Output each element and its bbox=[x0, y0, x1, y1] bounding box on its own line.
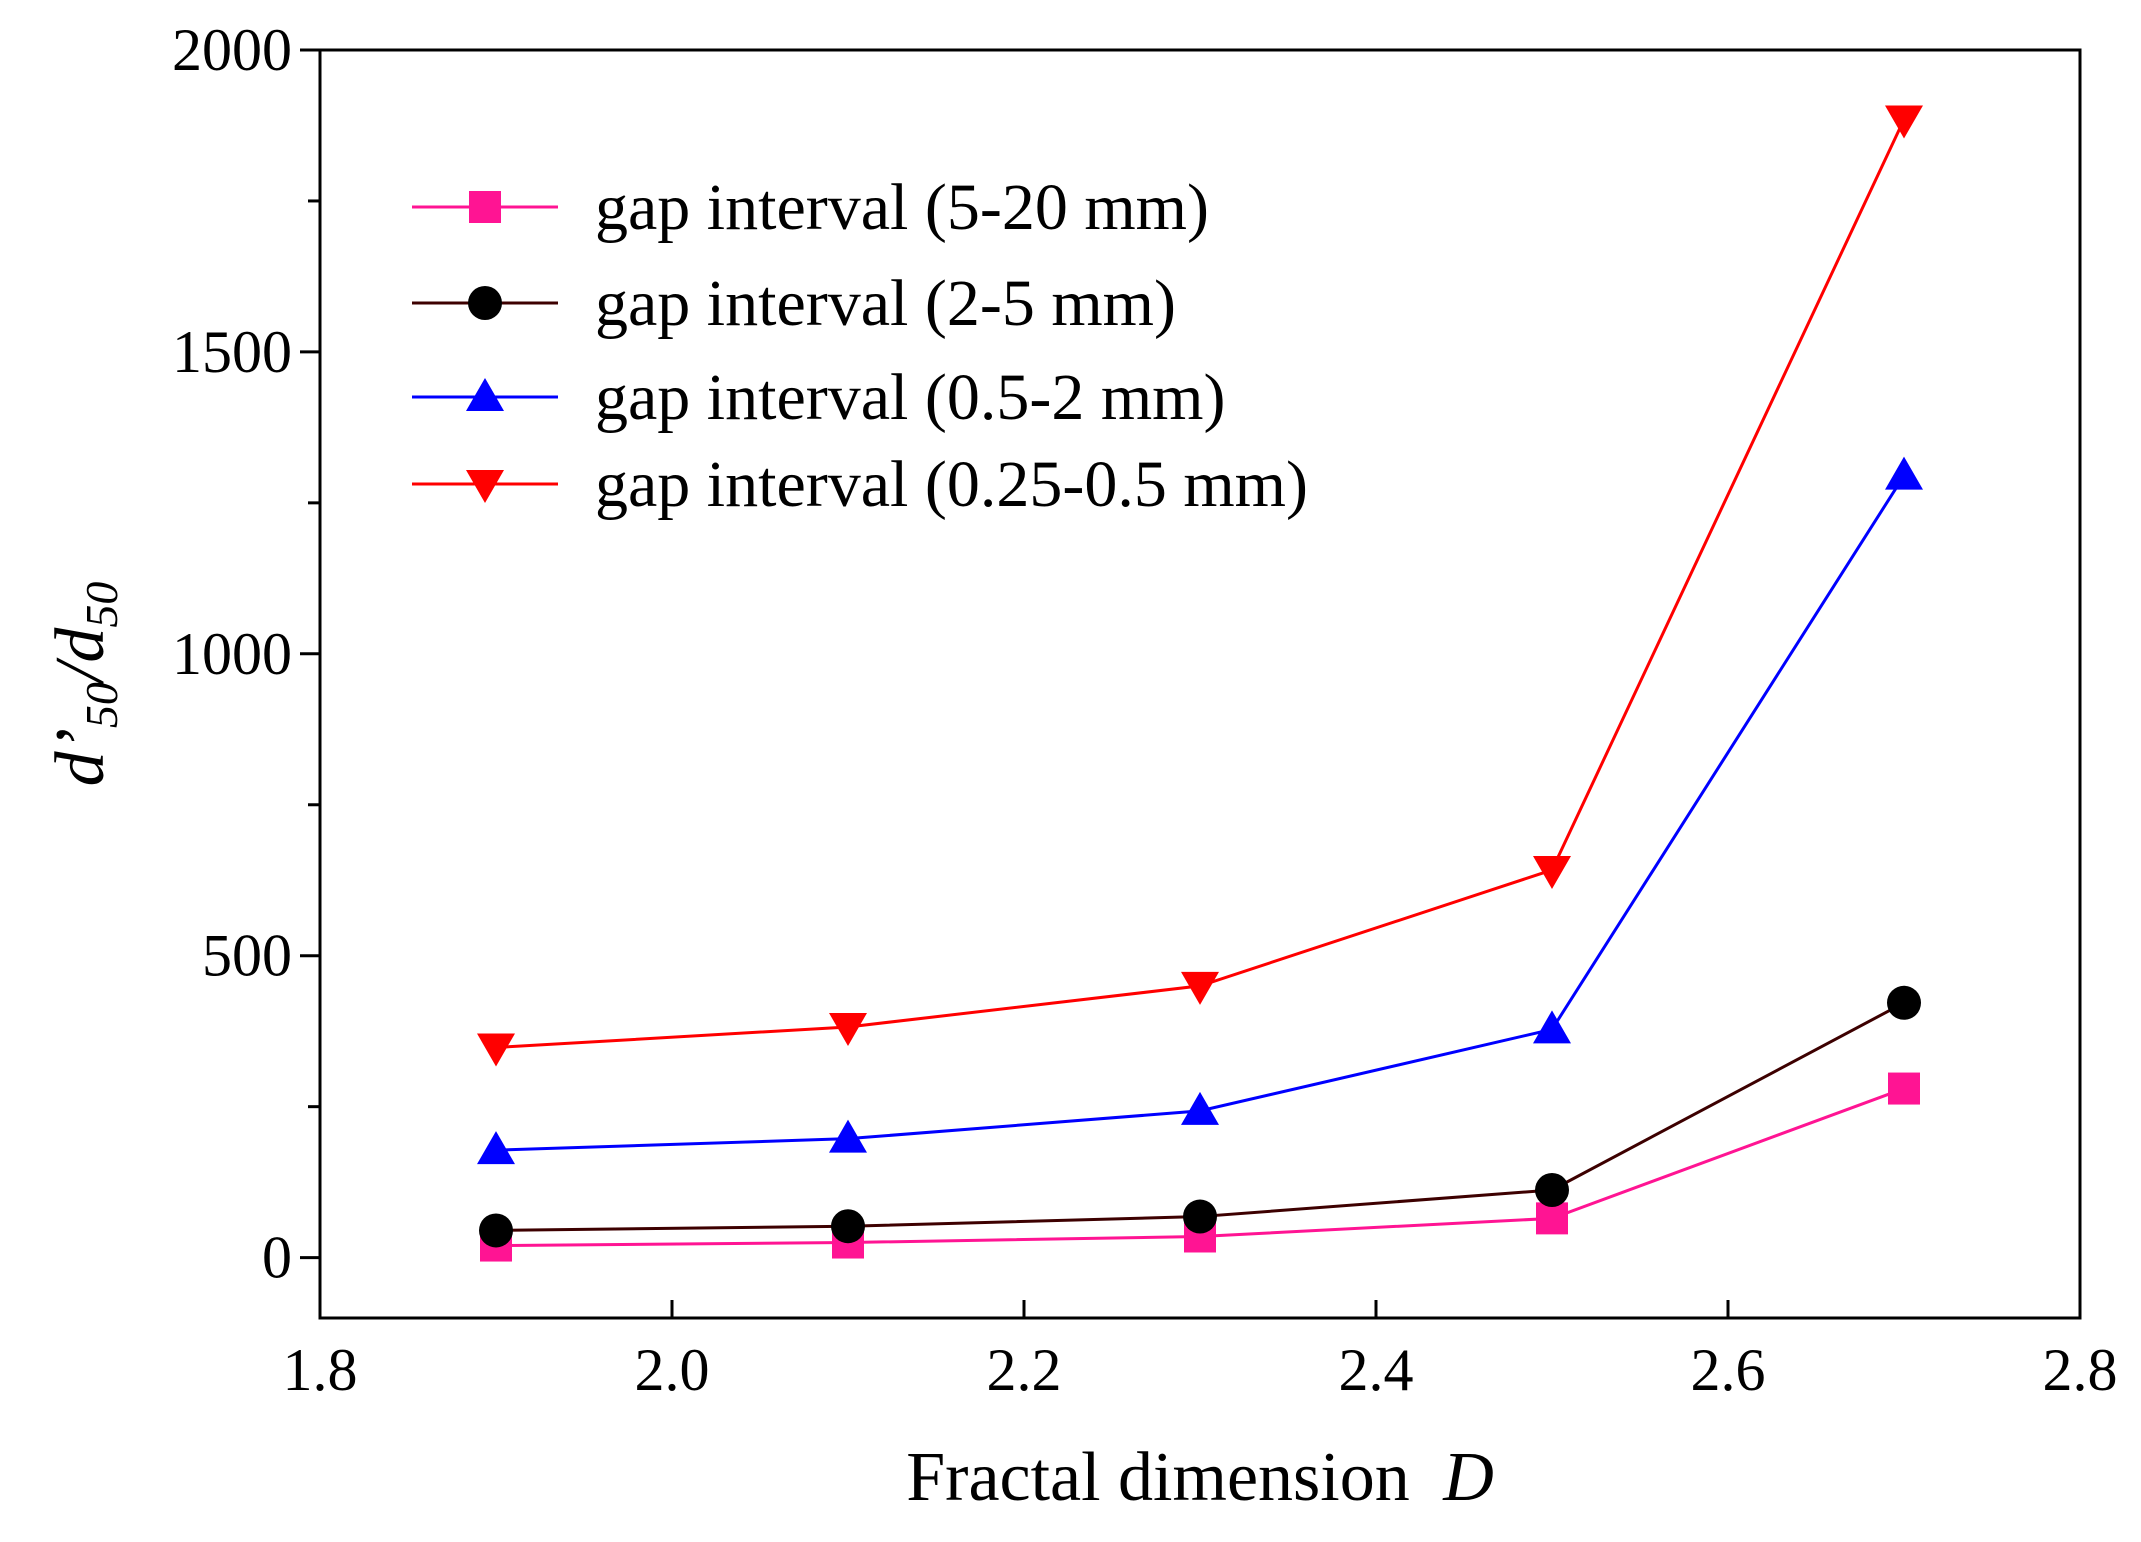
series-4-point-5 bbox=[1885, 105, 1923, 139]
legend-marker bbox=[468, 286, 502, 320]
series-2-point-4 bbox=[1535, 1172, 1569, 1207]
series-3 bbox=[477, 456, 1923, 1165]
series-3-line bbox=[495, 474, 1906, 1152]
series-3-point-1 bbox=[477, 1131, 515, 1165]
legend: gap interval (5-20 mm) gap interval (2-5 … bbox=[412, 171, 1308, 521]
y-axis-title: d’50/d50 bbox=[42, 582, 127, 787]
legend-marker bbox=[466, 470, 504, 503]
legend-label: gap interval (5-20 mm) bbox=[595, 171, 1209, 244]
series-2-point-2 bbox=[831, 1209, 865, 1244]
series-1-point-5 bbox=[1888, 1072, 1920, 1105]
legend-item-1: gap interval (5-20 mm) bbox=[412, 171, 1209, 244]
legend-marker bbox=[466, 378, 504, 411]
x-tick-label-1.8: 1.8 bbox=[283, 1337, 358, 1403]
legend-item-2: gap interval (2-5 mm) bbox=[412, 267, 1176, 340]
series-3-point-3 bbox=[1181, 1091, 1219, 1125]
x-axis-title-text: Fractal dimension bbox=[906, 1439, 1410, 1516]
x-tick-label-2.4: 2.4 bbox=[1339, 1337, 1414, 1403]
series-2 bbox=[479, 985, 1921, 1248]
series-2-point-1 bbox=[479, 1213, 513, 1248]
legend-label: gap interval (0.25-0.5 mm) bbox=[595, 448, 1308, 521]
x-tick-label-2.6: 2.6 bbox=[1691, 1337, 1766, 1403]
legend-label: gap interval (2-5 mm) bbox=[595, 267, 1176, 340]
y-tick-label-1000: 1000 bbox=[172, 621, 292, 687]
x-tick-label-2.2: 2.2 bbox=[987, 1337, 1062, 1403]
legend-item-4: gap interval (0.25-0.5 mm) bbox=[412, 448, 1308, 521]
legend-item-3: gap interval (0.5-2 mm) bbox=[412, 361, 1225, 434]
x-tick-label-2.8: 2.8 bbox=[2043, 1337, 2118, 1403]
series-layer bbox=[477, 105, 1923, 1262]
series-3-point-5 bbox=[1885, 456, 1923, 490]
y-tick-label-0: 0 bbox=[262, 1225, 292, 1291]
series-4-line bbox=[495, 118, 1906, 1049]
series-4 bbox=[477, 105, 1923, 1067]
series-3-point-2 bbox=[829, 1119, 867, 1153]
x-axis-title: Fractal dimension D bbox=[906, 1439, 1494, 1516]
legend-marker bbox=[469, 191, 501, 223]
series-2-point-3 bbox=[1183, 1199, 1217, 1234]
x-tick-label-2.0: 2.0 bbox=[635, 1337, 710, 1403]
y-tick-label-500: 500 bbox=[202, 923, 292, 989]
series-1-point-4 bbox=[1536, 1202, 1568, 1235]
series-4-point-1 bbox=[477, 1033, 515, 1067]
legend-label: gap interval (0.5-2 mm) bbox=[595, 361, 1225, 434]
series-4-point-3 bbox=[1181, 971, 1219, 1005]
plot-frame bbox=[318, 48, 2082, 1320]
y-axis-title-subscript-2: 50 bbox=[76, 582, 127, 628]
series-3-point-4 bbox=[1533, 1010, 1571, 1044]
y-axis-title-slash: /d bbox=[42, 627, 119, 686]
y-axis-title-subscript-1: 50 bbox=[76, 682, 127, 728]
y-axis-title-main: d’ bbox=[42, 728, 119, 786]
y-tick-label-2000: 2000 bbox=[172, 17, 292, 83]
series-4-point-4 bbox=[1533, 855, 1571, 889]
series-4-point-2 bbox=[829, 1012, 867, 1046]
x-axis-title-variable: D bbox=[1442, 1439, 1494, 1516]
axes: 1.8 2.0 2.2 2.4 2.6 2.8 0 500 1000 1500 2000 bbox=[172, 17, 2118, 1403]
series-2-point-5 bbox=[1887, 985, 1921, 1020]
y-tick-label-1500: 1500 bbox=[172, 319, 292, 385]
